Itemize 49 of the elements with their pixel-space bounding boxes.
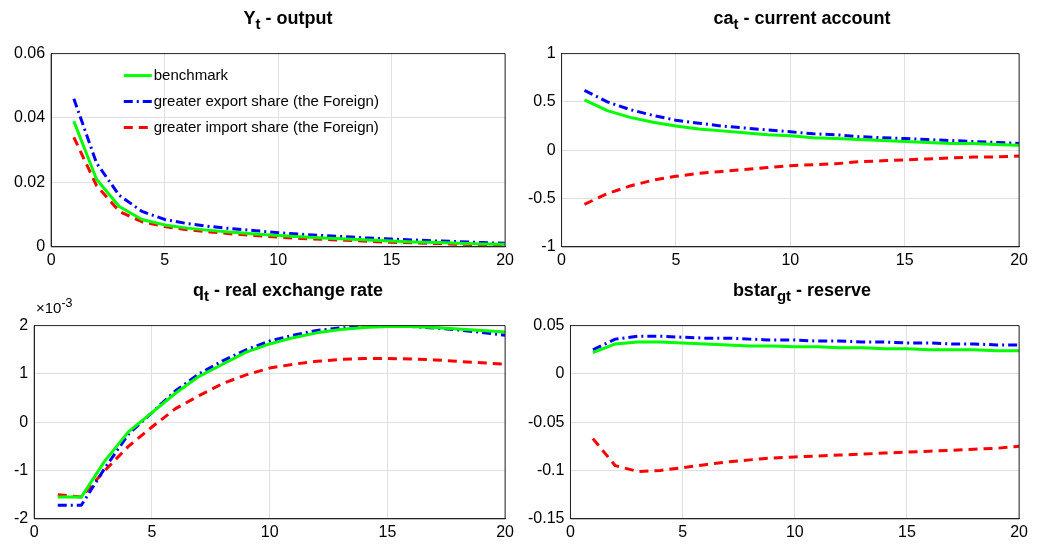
y-tick-label: -0.15: [528, 509, 565, 527]
legend-label: greater import share (the Foreign): [153, 117, 379, 135]
x-tick-label: 10: [785, 522, 804, 540]
chart-title: bstar$_{gt}$ - reserve: [731, 280, 873, 306]
y-tick-label: -1: [541, 237, 556, 255]
legend-label: greater export share (the Foreign): [153, 91, 379, 109]
y-tick-label: 0.02: [14, 172, 46, 190]
y-tick-label: 0: [19, 412, 29, 430]
y-tick-label: -1: [13, 460, 29, 478]
y-tick-label: -0.5: [527, 188, 556, 206]
line-series: [72, 97, 506, 245]
text: ×10$^{-3}$: [36, 296, 73, 316]
line-series: [582, 154, 1020, 206]
y-tick-label: 1: [546, 44, 556, 62]
chart-title: q$_{t}$ - real exchange rate: [192, 280, 384, 304]
x-tick-label: 15: [895, 250, 914, 268]
y-tick-label: 0: [546, 140, 556, 158]
x-tick-label: 0: [566, 522, 576, 540]
chart-title: ca$_{t}$ - current account: [712, 8, 892, 34]
y-tick-label: 1: [19, 364, 29, 382]
y-tick-label: -0.05: [528, 412, 565, 430]
x-tick-label: 5: [160, 250, 170, 268]
x-tick-label: 15: [378, 522, 397, 540]
y-tick-label: 0.04: [14, 108, 46, 126]
x-tick-label: 20: [1010, 250, 1029, 268]
y-tick-label: -0.1: [536, 460, 565, 478]
x-tick-label: 10: [269, 250, 288, 268]
line-series: [582, 88, 1020, 145]
chart-title: Y$_{t}$ - output: [242, 8, 334, 34]
x-tick-label: 15: [382, 250, 401, 268]
y-tick-label: -2: [13, 509, 29, 527]
x-tick-label: 5: [671, 250, 681, 268]
x-tick-label: 20: [496, 522, 515, 540]
x-tick-label: 10: [781, 250, 800, 268]
x-tick-label: 5: [678, 522, 688, 540]
x-tick-label: 5: [147, 522, 157, 540]
line-series: [591, 437, 1020, 473]
line-series: [591, 334, 1020, 352]
y-tick-label: 0.05: [533, 316, 565, 334]
x-tick-label: 20: [1010, 522, 1029, 540]
y-tick-label: 0.06: [14, 44, 46, 62]
x-tick-label: 20: [496, 250, 515, 268]
legend-label: benchmark: [153, 65, 229, 83]
y-tick-label: 0.5: [533, 92, 556, 110]
y-tick-label: 0: [36, 237, 46, 255]
y-tick-label: 0: [555, 364, 565, 382]
x-tick-label: 10: [260, 522, 279, 540]
y-tick-label: 2: [19, 316, 29, 334]
x-tick-label: 15: [898, 522, 916, 540]
